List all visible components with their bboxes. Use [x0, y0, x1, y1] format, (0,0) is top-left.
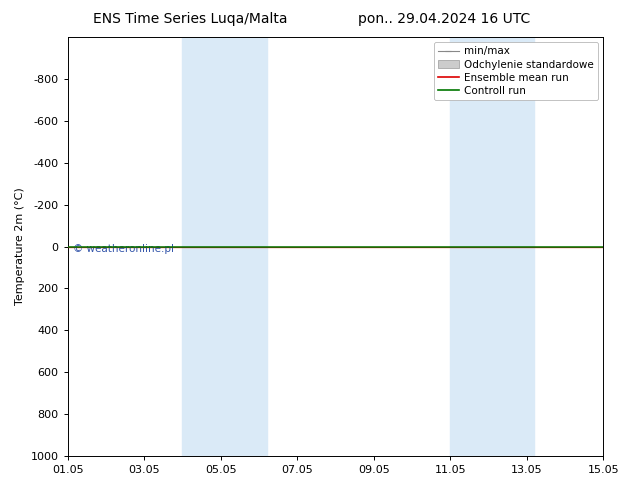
- Text: © weatheronline.pl: © weatheronline.pl: [73, 245, 174, 254]
- Bar: [183, 37, 266, 456]
- Y-axis label: Temperature 2m (°C): Temperature 2m (°C): [15, 188, 25, 305]
- Text: ENS Time Series Luqa/Malta: ENS Time Series Luqa/Malta: [93, 12, 287, 26]
- Text: pon.. 29.04.2024 16 UTC: pon.. 29.04.2024 16 UTC: [358, 12, 530, 26]
- Legend: min/max, Odchylenie standardowe, Ensemble mean run, Controll run: min/max, Odchylenie standardowe, Ensembl…: [434, 42, 598, 100]
- Bar: [450, 37, 534, 456]
